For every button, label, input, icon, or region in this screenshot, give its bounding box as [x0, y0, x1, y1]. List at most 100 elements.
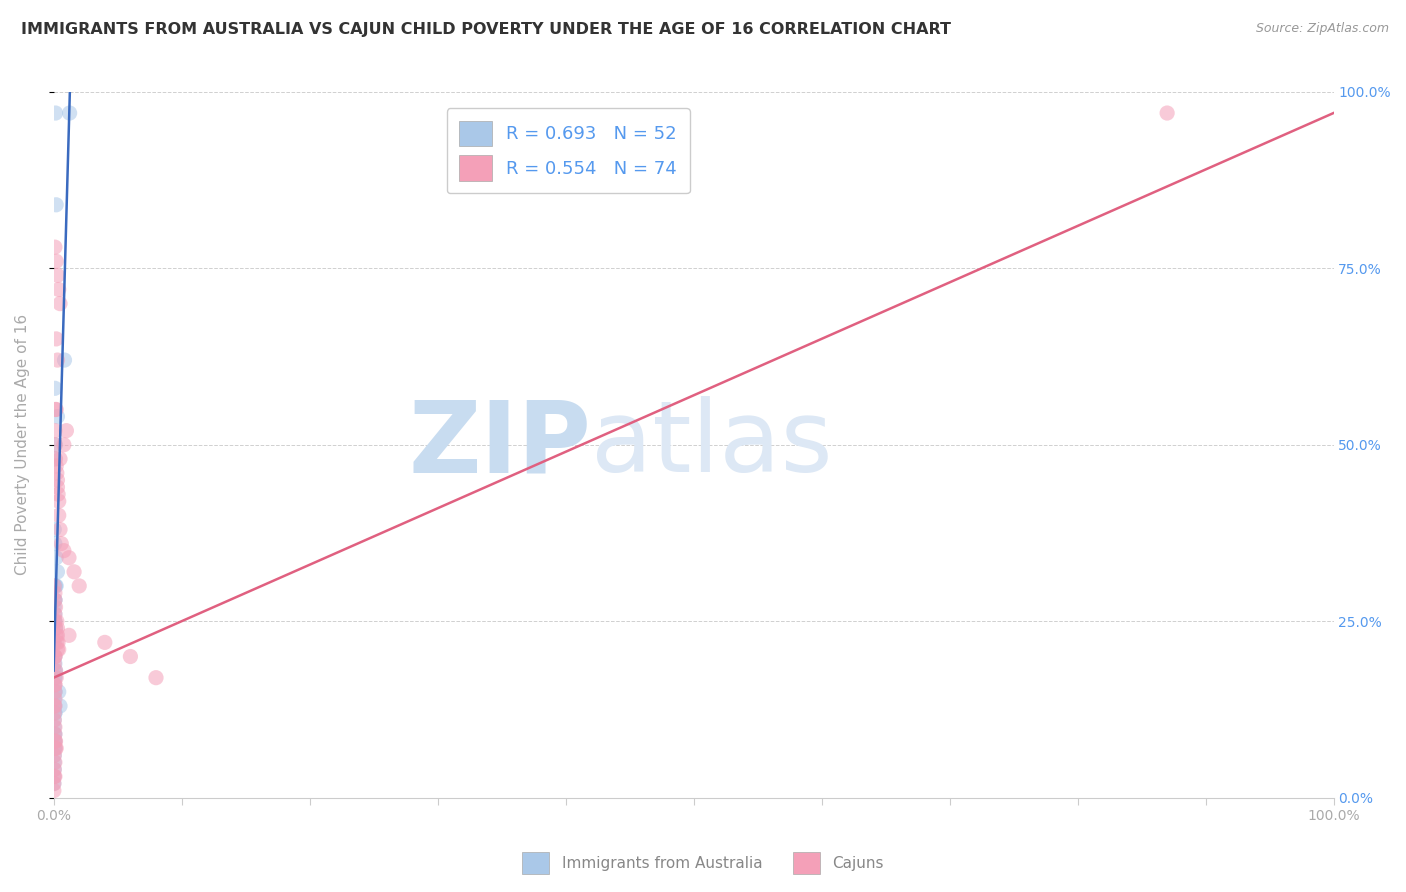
Point [44, 691, 66, 706]
Point [44, 727, 66, 741]
Point [44, 691, 66, 706]
Point [45, 198, 67, 212]
Point [44, 671, 66, 685]
Point [42, 776, 65, 790]
Point [120, 649, 142, 664]
Point [48, 283, 70, 297]
Point [44, 678, 66, 692]
Point [44, 593, 66, 607]
Point [44, 741, 66, 756]
Point [48, 508, 70, 523]
Text: ZIP: ZIP [408, 396, 591, 493]
Point [44, 649, 66, 664]
Point [44, 678, 66, 692]
Point [42, 776, 65, 790]
Point [46, 487, 69, 501]
Point [46, 635, 69, 649]
Text: IMMIGRANTS FROM AUSTRALIA VS CAJUN CHILD POVERTY UNDER THE AGE OF 16 CORRELATION: IMMIGRANTS FROM AUSTRALIA VS CAJUN CHILD… [21, 22, 950, 37]
Point [45, 628, 67, 642]
Legend: Immigrants from Australia, Cajuns: Immigrants from Australia, Cajuns [516, 846, 890, 880]
Point [44, 734, 66, 748]
Point [46, 480, 69, 494]
Point [44, 451, 66, 466]
Point [48, 642, 70, 657]
Point [52, 438, 75, 452]
Point [44, 381, 66, 395]
Point [48, 685, 70, 699]
Point [44, 671, 66, 685]
Point [44, 770, 66, 784]
Point [46, 473, 69, 487]
Point [46, 409, 69, 424]
Point [58, 550, 80, 565]
Point [49, 698, 72, 713]
Point [44, 649, 66, 664]
Point [44, 424, 66, 438]
Point [67, 579, 90, 593]
Point [44, 756, 66, 770]
Point [45, 635, 67, 649]
Point [58, 628, 80, 642]
Point [44, 614, 66, 628]
Point [44, 698, 66, 713]
Point [145, 671, 167, 685]
Point [59, 106, 82, 120]
Point [52, 543, 75, 558]
Point [44, 720, 66, 734]
Point [46, 621, 69, 635]
Point [44, 614, 66, 628]
Point [44, 664, 66, 678]
Point [53, 353, 76, 368]
Point [44, 664, 66, 678]
Point [45, 614, 67, 628]
Point [44, 664, 66, 678]
Point [63, 565, 86, 579]
Point [45, 671, 67, 685]
Point [44, 748, 66, 763]
Point [44, 741, 66, 756]
Point [44, 748, 66, 763]
Point [44, 607, 66, 622]
Point [44, 720, 66, 734]
Point [48, 494, 70, 508]
Point [45, 254, 67, 268]
Y-axis label: Child Poverty Under the Age of 16: Child Poverty Under the Age of 16 [15, 314, 30, 575]
Point [44, 678, 66, 692]
Point [42, 770, 65, 784]
Text: atlas: atlas [591, 396, 832, 493]
Point [44, 536, 66, 550]
Point [44, 698, 66, 713]
Point [44, 763, 66, 777]
Point [44, 727, 66, 741]
Point [94, 635, 117, 649]
Point [44, 741, 66, 756]
Point [44, 734, 66, 748]
Point [44, 451, 66, 466]
Point [46, 628, 69, 642]
Point [44, 706, 66, 720]
Point [44, 600, 66, 615]
Point [44, 734, 66, 748]
Point [49, 523, 72, 537]
Legend: R = 0.693   N = 52, R = 0.554   N = 74: R = 0.693 N = 52, R = 0.554 N = 74 [447, 108, 689, 194]
Point [44, 756, 66, 770]
Point [44, 579, 66, 593]
Point [44, 706, 66, 720]
Point [44, 593, 66, 607]
Point [46, 565, 69, 579]
Point [45, 550, 67, 565]
Point [44, 706, 66, 720]
Point [44, 621, 66, 635]
Point [51, 536, 73, 550]
Point [44, 713, 66, 727]
Point [42, 783, 65, 797]
Point [44, 586, 66, 600]
Point [44, 649, 66, 664]
Point [44, 106, 66, 120]
Point [44, 402, 66, 417]
Point [46, 353, 69, 368]
Point [44, 607, 66, 622]
Point [44, 685, 66, 699]
Point [44, 579, 66, 593]
Point [44, 438, 66, 452]
